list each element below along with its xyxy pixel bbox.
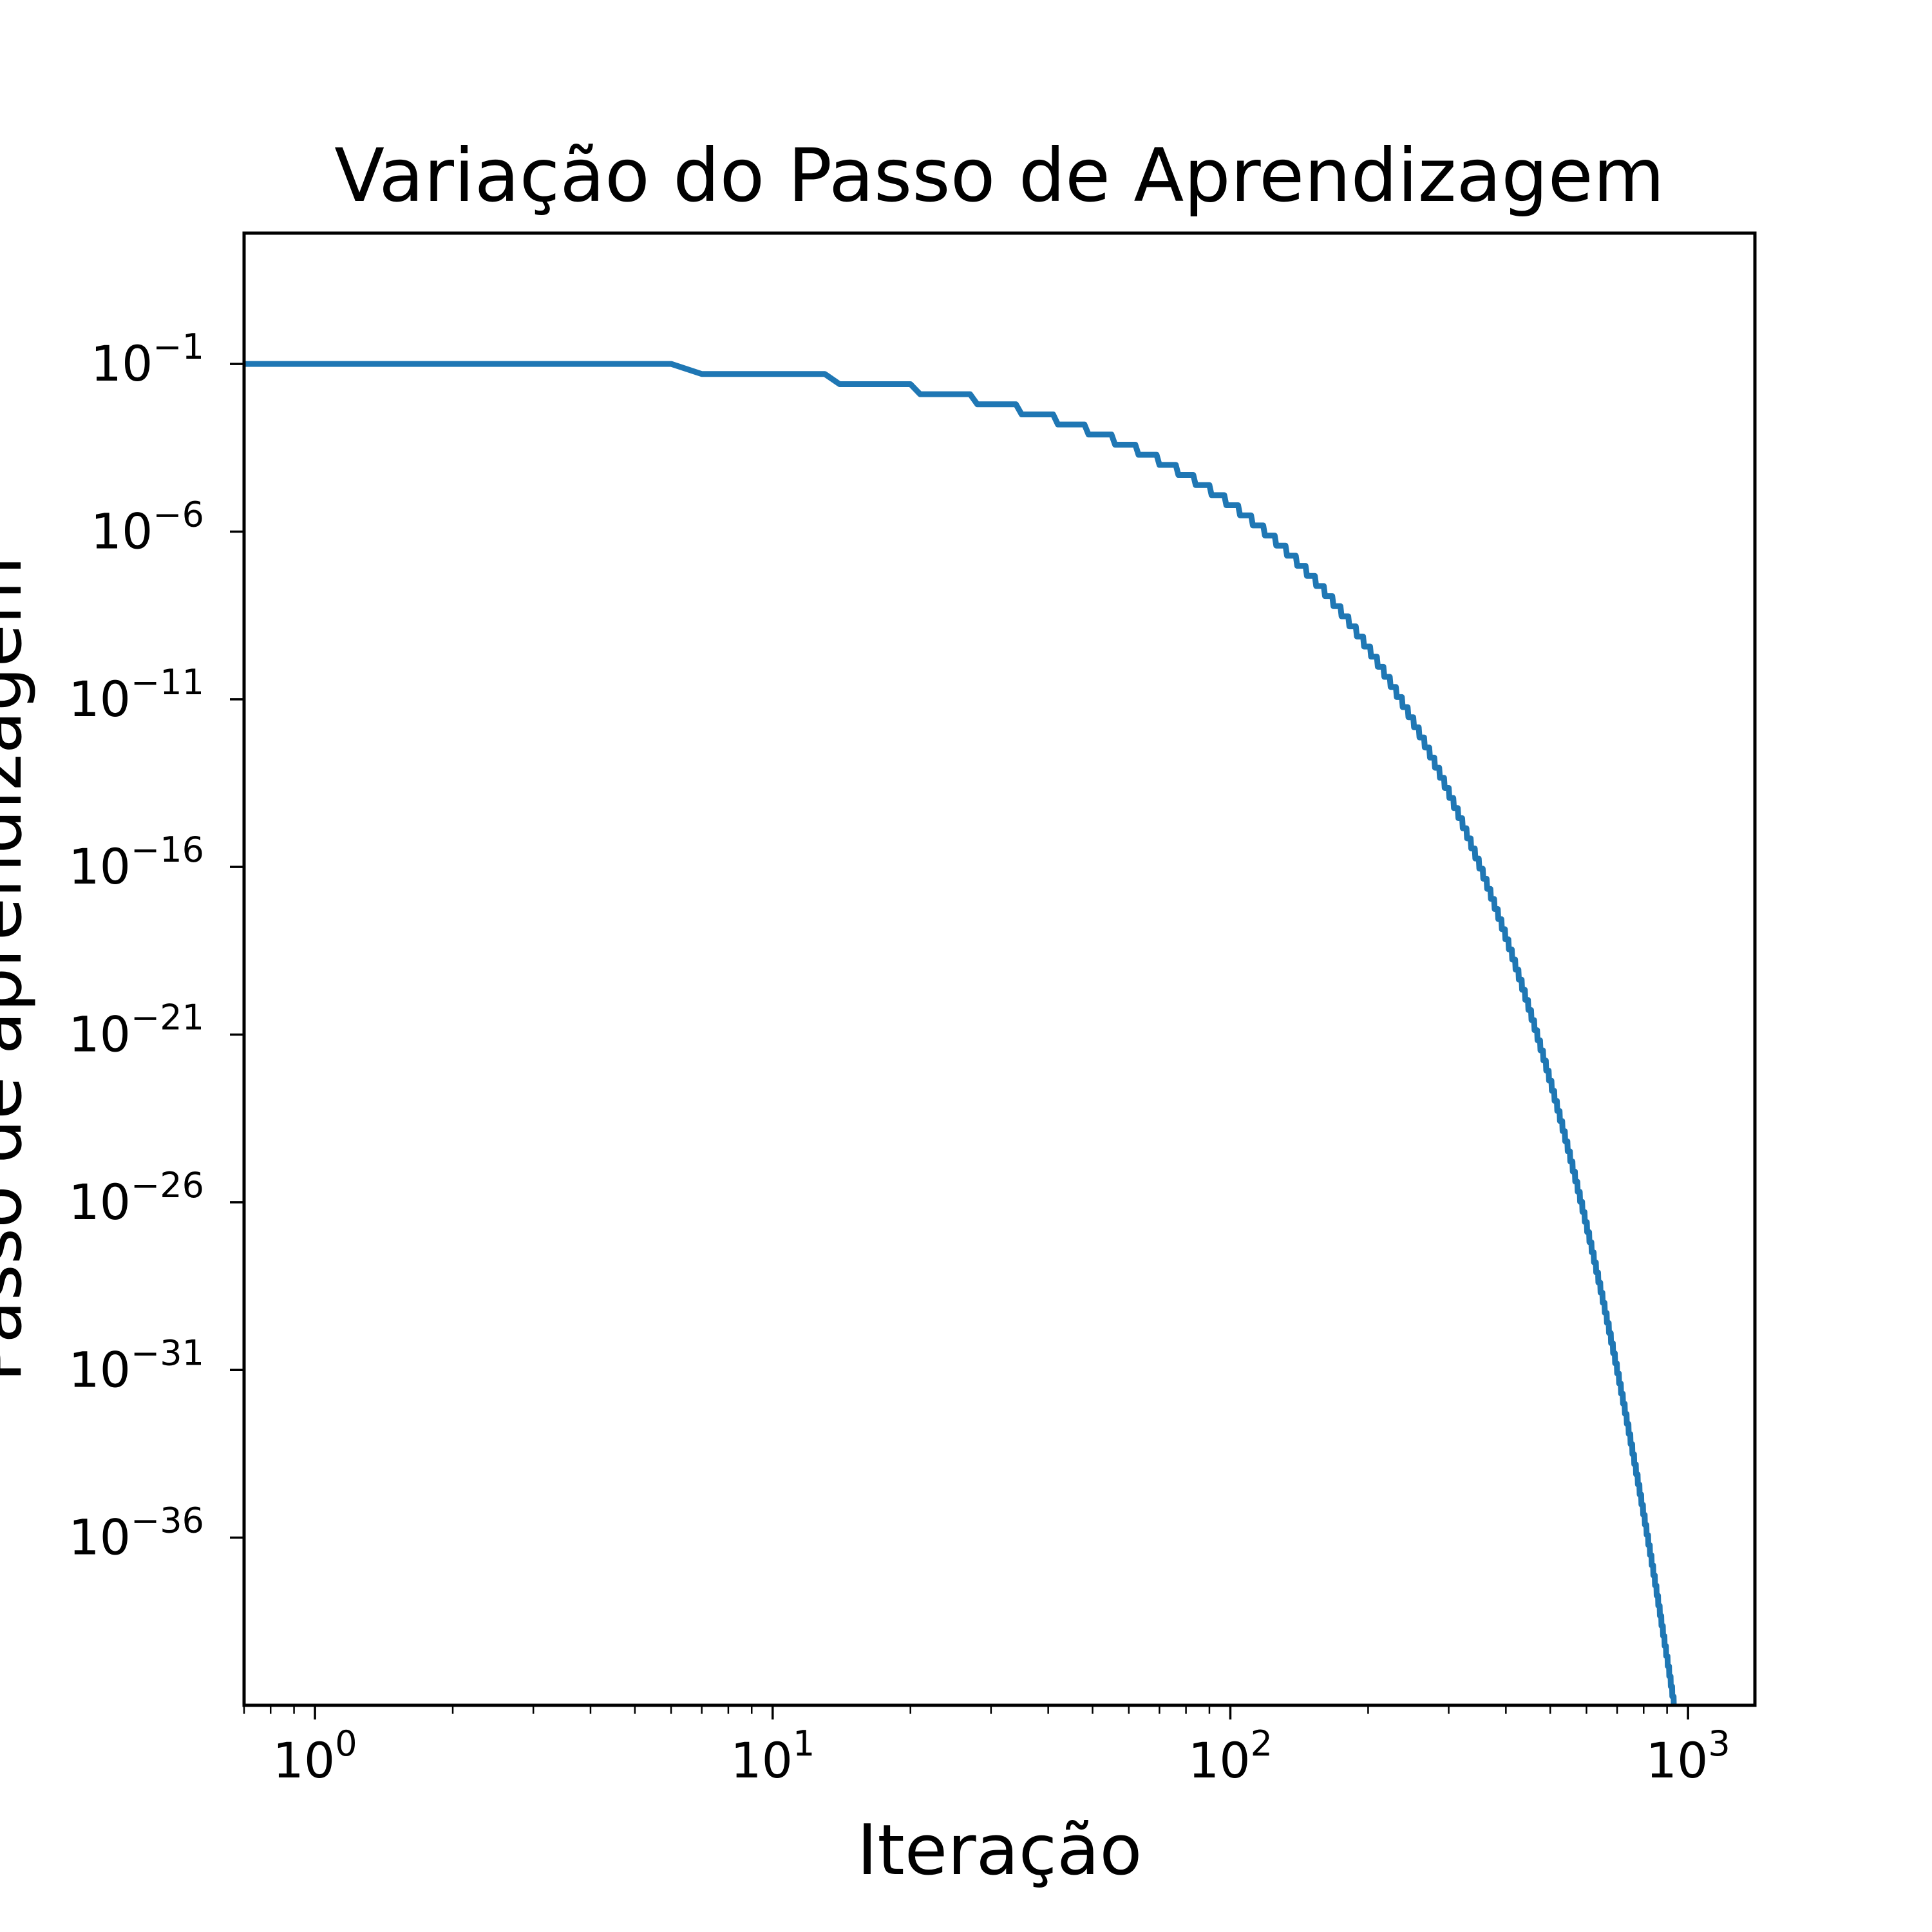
chart-title: Variação do Passo de Aprendizagem [334,133,1665,218]
y-axis: 10−1 10−6 10−11 10−16 10−21 10−26 10−31 10−36 [68,327,244,1566]
y-tick-label-5: 10−26 [68,1165,204,1231]
plot-frame [242,231,1757,1707]
y-tick-label-7: 10−36 [68,1501,204,1566]
series-line [244,361,1678,1705]
y-tick-label-2: 10−11 [68,662,204,728]
x-axis: 100 101 102 103 [243,1705,1730,1789]
x-tick-label-1: 101 [730,1723,815,1789]
y-tick-label-1: 10−6 [91,494,204,560]
y-tick-label-4: 10−21 [68,998,204,1063]
y-tick-label-0: 10−1 [91,327,204,392]
y-tick-label-6: 10−31 [68,1332,204,1398]
y-axis-label: Passo de aprendizagem [0,556,37,1382]
x-tick-label-0: 100 [273,1723,357,1789]
y-tick-label-3: 10−16 [68,829,204,895]
x-tick-label-3: 103 [1646,1723,1730,1789]
x-axis-label: Iteração [857,1810,1142,1891]
x-tick-label-2: 102 [1188,1723,1273,1789]
